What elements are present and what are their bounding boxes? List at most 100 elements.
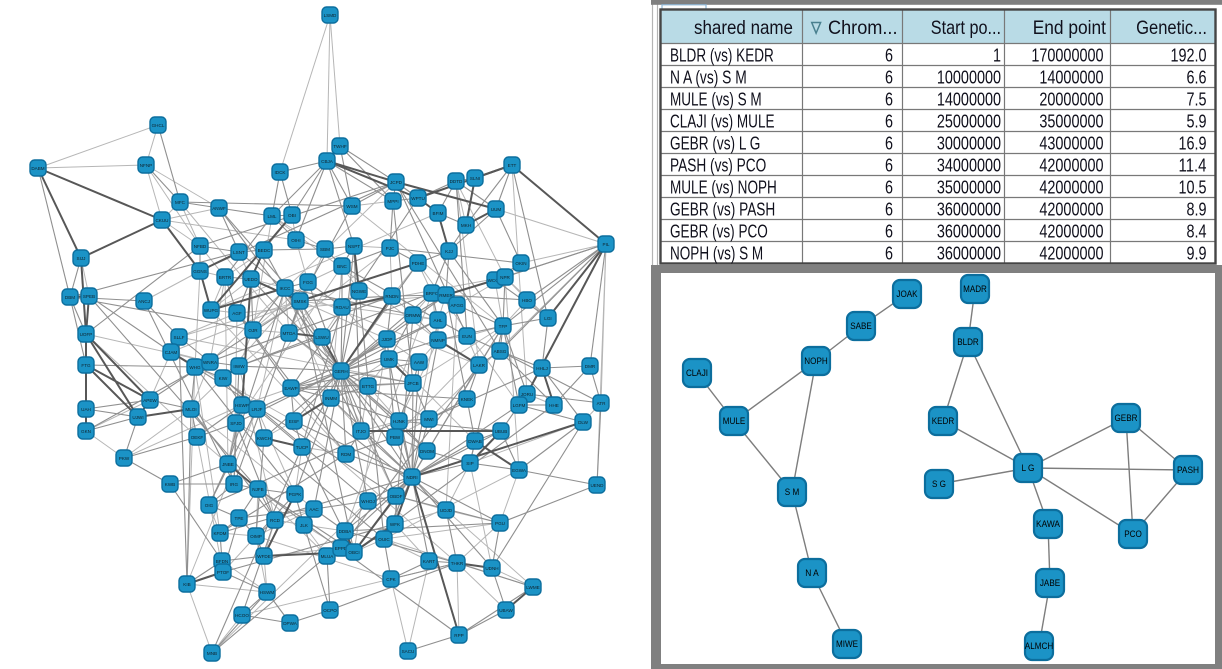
svg-text:ABSG: ABSG [494, 349, 507, 354]
svg-text:PCO: PCO [1124, 529, 1142, 539]
svg-text:6: 6 [885, 112, 893, 132]
svg-text:NMNP: NMNP [431, 338, 445, 343]
svg-text:SMSK: SMSK [293, 299, 307, 304]
svg-text:EPPD: EPPD [335, 546, 348, 551]
svg-text:14000000: 14000000 [937, 90, 1001, 110]
svg-text:BNC: BNC [337, 264, 347, 269]
svg-text:6: 6 [885, 244, 893, 264]
svg-text:LSNT: LSNT [233, 250, 245, 255]
svg-text:BRFC: BRFC [426, 291, 439, 296]
svg-text:KIW: KIW [219, 376, 228, 381]
svg-text:8.9: 8.9 [1187, 200, 1207, 220]
svg-text:6: 6 [885, 222, 893, 242]
svg-text:HBO: HBO [522, 298, 532, 303]
svg-text:42000000: 42000000 [1039, 178, 1103, 198]
svg-text:ETT: ETT [508, 163, 517, 168]
svg-text:GERH: GERH [334, 369, 347, 374]
svg-text:TPE: TPE [235, 516, 244, 521]
svg-text:CLAJI (vs) MULE: CLAJI (vs) MULE [670, 112, 775, 132]
svg-text:35000000: 35000000 [937, 178, 1001, 198]
svg-text:MADR: MADR [963, 284, 987, 294]
svg-text:CLAJI: CLAJI [686, 368, 708, 378]
svg-text:BRTR: BRTR [219, 275, 232, 280]
svg-text:SLNI: SLNI [470, 176, 480, 181]
svg-text:NFNP: NFNP [140, 163, 153, 168]
svg-text:PKW: PKW [119, 456, 130, 461]
svg-text:Start po...: Start po... [931, 17, 1001, 39]
svg-text:WHG: WHG [189, 365, 201, 370]
svg-text:EISF: EISF [289, 419, 299, 424]
svg-text:PTOF: PTOF [217, 570, 229, 575]
svg-text:42000000: 42000000 [1039, 244, 1103, 264]
svg-text:8.4: 8.4 [1187, 222, 1207, 242]
svg-text:10.5: 10.5 [1179, 178, 1207, 198]
svg-text:KIB: KIB [183, 582, 190, 587]
svg-text:UJWI: UJWI [132, 415, 143, 420]
svg-text:EUN: EUN [462, 334, 472, 339]
svg-text:PGPK: PGPK [289, 492, 303, 497]
svg-text:GEBR (vs) PCO: GEBR (vs) PCO [670, 222, 768, 242]
svg-text:JFCB: JFCB [407, 381, 418, 386]
svg-text:CPK: CPK [386, 577, 396, 582]
svg-text:MFC: MFC [175, 200, 186, 205]
svg-text:IKCC: IKCC [280, 286, 292, 291]
svg-text:OUIC: OUIC [378, 537, 390, 542]
svg-text:UOFP: UOFP [80, 332, 93, 337]
svg-text:SIP: SIP [466, 461, 473, 466]
svg-text:6: 6 [885, 200, 893, 220]
svg-text:JCPD: JCPD [390, 180, 403, 185]
svg-text:LRJF: LRJF [252, 407, 263, 412]
svg-text:ITJO: ITJO [356, 429, 366, 434]
svg-text:PIL: PIL [603, 242, 610, 247]
svg-text:L G: L G [1021, 463, 1034, 473]
svg-text:JNBE: JNBE [222, 462, 234, 467]
svg-text:WFDE: WFDE [257, 554, 271, 559]
svg-text:6: 6 [885, 134, 893, 154]
svg-text:MTDA: MTDA [282, 331, 296, 336]
svg-text:NGWE: NGWE [352, 289, 366, 294]
svg-text:SACU: SACU [402, 649, 415, 654]
svg-text:OCPO: OCPO [323, 608, 337, 613]
svg-text:Genetic...: Genetic... [1136, 17, 1207, 39]
svg-text:OBI: OBI [288, 213, 296, 218]
svg-text:End point: End point [1033, 17, 1107, 39]
svg-text:36000000: 36000000 [937, 200, 1001, 220]
svg-text:WCGO: WCGO [488, 278, 503, 283]
svg-text:N A (vs) S M: N A (vs) S M [670, 68, 747, 88]
svg-text:GEBR (vs) PASH: GEBR (vs) PASH [670, 200, 775, 220]
svg-text:RDM: RDM [341, 452, 352, 457]
svg-text:THKR: THKR [451, 561, 464, 566]
svg-text:PGU: PGU [495, 521, 505, 526]
svg-text:KEDR: KEDR [932, 416, 955, 426]
svg-text:OIG: OIG [205, 503, 214, 508]
svg-text:DMR: DMR [585, 364, 596, 369]
svg-text:BLDR (vs) KEDR: BLDR (vs) KEDR [670, 46, 774, 66]
svg-text:DBM: DBM [65, 295, 75, 300]
svg-text:SIJJ: SIJJ [77, 256, 86, 261]
svg-text:6: 6 [885, 68, 893, 88]
svg-text:BEDC: BEDC [258, 248, 271, 253]
svg-text:NFBD: NFBD [194, 244, 207, 249]
svg-text:LML: LML [268, 214, 277, 219]
svg-text:FGG: FGG [303, 280, 313, 285]
svg-text:MIWE: MIWE [836, 639, 858, 649]
svg-text:MLUA: MLUA [321, 554, 335, 559]
svg-text:6: 6 [885, 156, 893, 176]
svg-text:HJNK: HJNK [393, 419, 406, 424]
svg-text:UBAW: UBAW [499, 608, 513, 613]
svg-text:SBM: SBM [320, 247, 330, 252]
svg-text:OIMP: OIMP [250, 534, 262, 539]
svg-text:SFJD: SFJD [230, 421, 242, 426]
svg-text:170000000: 170000000 [1031, 46, 1103, 66]
svg-text:OBCI: OBCI [348, 550, 359, 555]
svg-text:CBJA: CBJA [321, 159, 334, 164]
svg-text:36000000: 36000000 [937, 244, 1001, 264]
svg-text:GEBR (vs) L G: GEBR (vs) L G [670, 134, 760, 154]
svg-text:APEW: APEW [143, 398, 157, 403]
svg-text:NDRI: NDRI [406, 475, 417, 480]
svg-text:1: 1 [993, 46, 1001, 66]
svg-text:shared name: shared name [694, 17, 793, 39]
svg-text:LGI: LGI [544, 316, 551, 321]
svg-text:TWHF: TWHF [333, 144, 346, 149]
svg-text:NJFB: NJFB [252, 487, 263, 492]
